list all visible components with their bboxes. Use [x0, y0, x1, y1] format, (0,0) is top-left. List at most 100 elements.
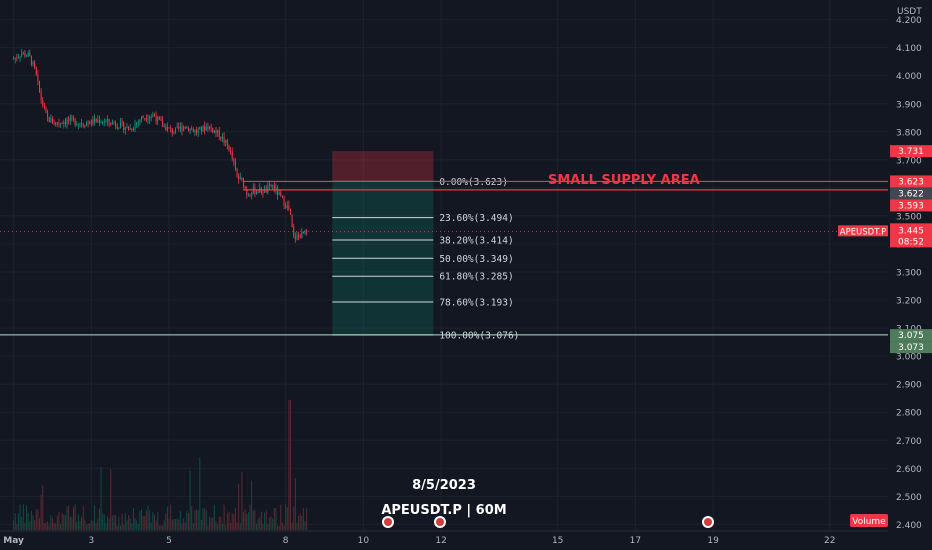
candle-body — [296, 234, 298, 240]
candle-body — [17, 57, 19, 59]
volume-bar — [39, 518, 41, 530]
volume-bar — [225, 525, 227, 530]
candle-body — [306, 230, 308, 232]
time-tick-label: 10 — [358, 536, 370, 546]
candle-body — [173, 132, 175, 134]
volume-bar — [273, 507, 275, 530]
volume-bar — [302, 507, 304, 530]
candle-body — [220, 137, 222, 139]
candle-body — [129, 128, 131, 130]
volume-bar — [47, 520, 49, 530]
volume-bar — [267, 524, 269, 530]
candle-body — [210, 126, 212, 129]
volume-bar — [296, 522, 298, 530]
candle-body — [64, 122, 66, 124]
volume-bar — [233, 514, 235, 530]
volume-bar — [58, 511, 60, 530]
price-axis: 4.2004.1004.0003.9003.8003.7003.6003.500… — [888, 0, 932, 550]
candle-body — [286, 205, 288, 208]
volume-bar — [79, 520, 81, 530]
candle-body — [111, 122, 113, 125]
candle-body — [200, 126, 202, 131]
time-tick-label: 12 — [435, 536, 446, 546]
time-tick-label: 8 — [283, 536, 289, 546]
volume-bar — [226, 513, 228, 530]
fib-level-label: 61.80%(3.285) — [439, 272, 513, 283]
volume-bar — [89, 523, 91, 530]
volume-bar — [74, 504, 76, 530]
volume-bar — [294, 478, 296, 530]
candle-body — [103, 122, 105, 124]
volume-bar — [129, 518, 131, 530]
candle-body — [157, 116, 159, 122]
candle-body — [283, 197, 285, 206]
candle-body — [92, 119, 94, 124]
volume-bar — [252, 510, 254, 530]
candle-body — [176, 126, 178, 128]
volume-bar — [77, 514, 79, 530]
volume-bar — [115, 515, 117, 530]
volume-bar — [178, 519, 180, 530]
volume-bar — [199, 457, 201, 530]
volume-bar — [298, 515, 300, 530]
candle-body — [275, 187, 277, 191]
candle-body — [32, 62, 34, 65]
volume-bar — [196, 509, 198, 530]
candle-body — [37, 74, 39, 81]
candle-body — [113, 122, 115, 124]
volume-bar — [244, 509, 246, 530]
candle-body — [68, 119, 70, 121]
candle-body — [234, 162, 236, 169]
price-tick-label: 3.300 — [896, 269, 922, 279]
candle-body — [119, 122, 121, 128]
volume-bar — [63, 514, 65, 530]
candle-body — [199, 126, 201, 130]
volume-bar — [100, 467, 102, 530]
candle-body — [278, 192, 280, 195]
price-tag-bg — [890, 341, 932, 354]
volume-bar — [16, 524, 18, 530]
volume-bar — [152, 512, 154, 530]
candle-body — [179, 126, 181, 129]
volume-bar — [158, 525, 160, 530]
candle-body — [285, 205, 287, 208]
candle-body — [294, 236, 296, 240]
volume-bar — [108, 518, 110, 530]
fib-level-label: 78.60%(3.193) — [439, 298, 513, 309]
volume-bar — [111, 515, 113, 530]
volume-bar — [92, 520, 94, 530]
volume-bar — [259, 516, 261, 530]
volume-bar — [60, 524, 62, 530]
candle-body — [22, 52, 24, 54]
volume-bar — [48, 525, 50, 530]
candle-body — [183, 127, 185, 131]
candle-body — [115, 123, 117, 126]
volume-bar — [171, 519, 173, 530]
price-tag-label: 3.731 — [898, 147, 924, 157]
candle-body — [262, 192, 264, 194]
candle-body — [98, 120, 100, 124]
candle-body — [66, 119, 68, 124]
volume-bars — [13, 400, 308, 530]
candle-body — [132, 128, 134, 130]
volume-bar — [87, 523, 89, 530]
volume-bar — [103, 514, 105, 530]
volume-bar — [150, 522, 152, 530]
candle-body — [81, 123, 83, 125]
candle-body — [221, 136, 223, 139]
price-tick-label: 2.600 — [896, 465, 922, 475]
time-tick-label: 3 — [88, 536, 94, 546]
volume-bar — [21, 516, 23, 530]
candle-body — [168, 127, 170, 129]
candle-body — [192, 129, 194, 133]
volume-bar — [286, 507, 288, 530]
candle-body — [16, 57, 18, 59]
volume-bar — [90, 519, 92, 530]
candle-body — [236, 168, 238, 176]
volume-bar — [165, 513, 167, 530]
candle-body — [267, 185, 269, 193]
candle-body — [244, 186, 246, 189]
event-flags[interactable] — [382, 516, 714, 528]
volume-bar — [35, 509, 37, 530]
